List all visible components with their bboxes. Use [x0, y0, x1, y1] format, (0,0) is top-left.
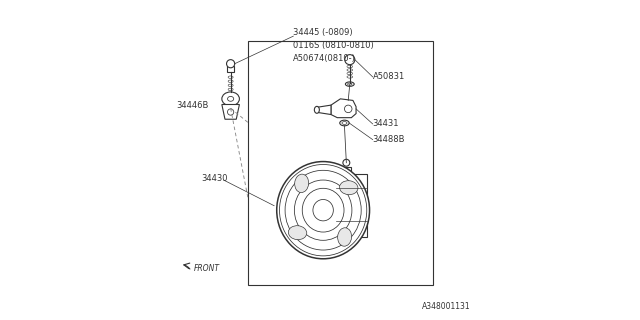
Ellipse shape	[313, 199, 333, 221]
Circle shape	[227, 60, 235, 68]
Polygon shape	[336, 174, 367, 237]
Text: FRONT: FRONT	[194, 264, 220, 273]
Text: 34488B: 34488B	[372, 135, 405, 144]
Ellipse shape	[294, 174, 308, 193]
Text: 34446B: 34446B	[177, 100, 209, 110]
Ellipse shape	[288, 226, 307, 240]
Text: A50831: A50831	[372, 72, 405, 81]
Text: 34445 (-0809): 34445 (-0809)	[293, 28, 353, 37]
Text: 34431: 34431	[372, 119, 399, 128]
Ellipse shape	[314, 106, 319, 113]
Bar	[342, 167, 351, 174]
Text: A50674(0810-): A50674(0810-)	[293, 53, 356, 63]
Bar	[227, 66, 234, 72]
Polygon shape	[317, 105, 331, 115]
Ellipse shape	[294, 180, 352, 240]
Text: A348001131: A348001131	[422, 301, 470, 310]
Ellipse shape	[340, 120, 349, 126]
Ellipse shape	[339, 181, 358, 195]
Polygon shape	[222, 105, 239, 119]
Polygon shape	[331, 99, 356, 118]
Ellipse shape	[222, 92, 239, 106]
Ellipse shape	[276, 162, 369, 259]
Ellipse shape	[338, 228, 351, 246]
Ellipse shape	[346, 82, 354, 86]
Text: 34430: 34430	[202, 174, 228, 183]
Circle shape	[345, 55, 355, 65]
Circle shape	[343, 159, 350, 166]
Text: 0116S (0810-0810): 0116S (0810-0810)	[293, 41, 374, 50]
